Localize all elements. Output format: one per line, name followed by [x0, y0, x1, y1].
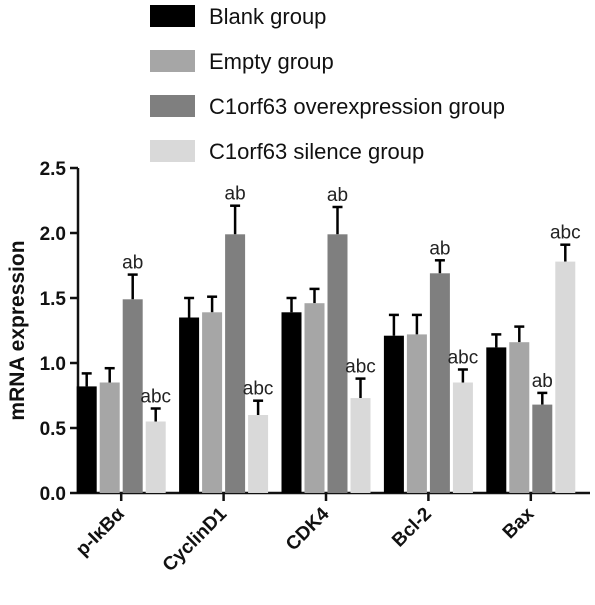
legend-swatch: [150, 5, 195, 27]
significance-label: ab: [122, 253, 143, 274]
category-label: CDK4: [282, 503, 334, 555]
legend-label: C1orf63 silence group: [209, 139, 424, 164]
legend-swatch: [150, 50, 195, 72]
category-label: Bax: [499, 503, 539, 543]
y-tick-label: 2.5: [40, 159, 67, 180]
bar: [281, 312, 302, 493]
bar: [486, 347, 507, 493]
category-label: Bcl-2: [388, 504, 436, 552]
significance-label: abc: [448, 348, 479, 369]
legend-label: Blank group: [209, 4, 326, 29]
bar: [350, 398, 371, 493]
significance-label: ab: [532, 371, 553, 392]
bar: [248, 415, 269, 493]
bar: [76, 386, 97, 493]
legend-swatch: [150, 95, 195, 117]
bar: [225, 234, 246, 494]
significance-label: abc: [140, 387, 171, 408]
bar: [304, 303, 325, 493]
significance-label: ab: [429, 238, 450, 259]
bar: [383, 335, 404, 493]
bar: [99, 382, 120, 493]
bar: [327, 234, 348, 494]
bar: [406, 334, 427, 493]
significance-label: ab: [225, 184, 246, 205]
category-label: p-IκBα: [72, 503, 129, 560]
legend-label: Empty group: [209, 49, 334, 74]
category-label: CyclinD1: [159, 503, 232, 576]
bar: [452, 382, 473, 493]
bars: ab abc ab abc ab abc ab abc ab abc: [76, 184, 581, 494]
significance-label: abc: [243, 379, 274, 400]
category-labels: p-IκBα CyclinD1 CDK4 Bcl-2 Bax: [72, 493, 539, 576]
y-ticks: 0.0 0.5 1.0 1.5 2.0 2.5: [40, 159, 78, 505]
y-tick-label: 0.5: [40, 419, 67, 440]
legend-swatch: [150, 140, 195, 162]
bar: [532, 404, 553, 493]
significance-label: ab: [327, 185, 348, 206]
significance-label: abc: [550, 223, 581, 244]
bar: [122, 299, 143, 493]
legend: Blank group Empty group C1orf63 overexpres…: [150, 4, 505, 164]
legend-label: C1orf63 overexpression group: [209, 94, 505, 119]
significance-label: abc: [345, 357, 376, 378]
bar: [555, 261, 576, 493]
y-axis-title: mRNA expression: [6, 240, 29, 420]
y-tick-label: 1.5: [40, 289, 67, 310]
bar: [145, 421, 166, 493]
bar: [179, 317, 200, 493]
bar: [202, 312, 223, 493]
y-tick-label: 1.0: [40, 354, 66, 375]
y-tick-label: 0.0: [40, 484, 66, 505]
y-tick-label: 2.0: [40, 224, 66, 245]
bar: [509, 342, 530, 493]
bar: [429, 273, 450, 493]
